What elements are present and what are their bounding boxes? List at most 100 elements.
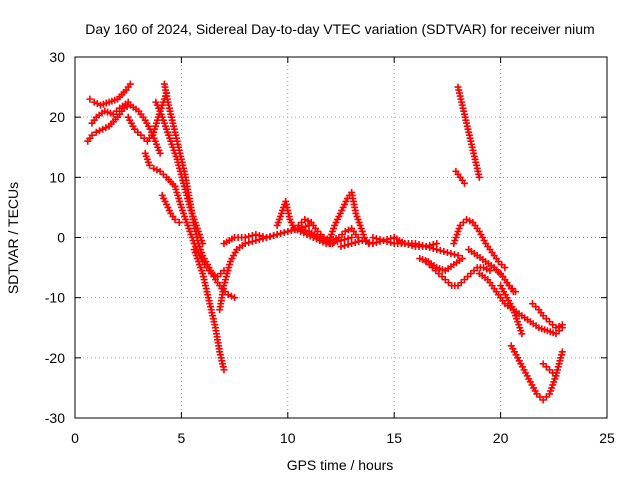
series-track-21	[450, 215, 509, 272]
data-point	[426, 242, 434, 250]
x-tick-label: 0	[71, 430, 79, 446]
data-point	[277, 229, 285, 237]
data-point	[224, 291, 232, 299]
data-point	[355, 238, 363, 246]
data-point	[558, 321, 566, 329]
tick-marks	[74, 56, 608, 419]
data-point	[369, 240, 377, 248]
data-point	[376, 236, 384, 244]
data-point	[558, 348, 566, 356]
data-point	[231, 294, 239, 302]
data-point	[284, 227, 292, 235]
data-point	[440, 248, 448, 256]
series-track-24	[497, 282, 526, 338]
data-point	[252, 230, 260, 238]
data-point	[447, 250, 455, 258]
series-track-13	[294, 215, 362, 245]
data-point	[344, 235, 352, 243]
data-point	[486, 267, 494, 275]
data-point	[429, 241, 437, 249]
data-point	[369, 234, 377, 241]
data-point	[273, 230, 281, 238]
x-tick-label: 20	[493, 430, 509, 446]
y-tick-label: -10	[45, 290, 65, 306]
data-point	[475, 173, 483, 181]
data-point	[301, 215, 309, 223]
data-point	[293, 226, 301, 234]
data-point	[501, 264, 509, 272]
y-tick-label: 20	[49, 109, 65, 125]
x-tick-labels: 0 5 10 15 20 25	[71, 430, 615, 446]
data-point	[263, 234, 271, 241]
data-point	[458, 255, 466, 263]
x-tick-label: 5	[178, 430, 186, 446]
data-point	[552, 324, 560, 332]
data-point	[466, 217, 474, 225]
data-point	[309, 234, 317, 241]
data-point	[443, 249, 451, 257]
data-point	[248, 238, 256, 246]
series-track-19	[454, 83, 483, 181]
x-axis-label: GPS time / hours	[287, 457, 394, 473]
series-track-9	[190, 246, 228, 374]
data-point	[433, 246, 441, 254]
series-track-16	[369, 234, 441, 251]
data-point	[422, 243, 430, 251]
data-point	[259, 232, 267, 240]
x-tick-label: 10	[280, 430, 296, 446]
data-point	[337, 243, 345, 251]
data-point	[290, 224, 298, 232]
series-track-7	[152, 98, 207, 248]
series-track-4	[124, 89, 171, 145]
data-point	[95, 127, 103, 135]
data-point	[255, 231, 263, 239]
data-point	[306, 232, 314, 240]
data-point	[126, 80, 134, 88]
series-track-20	[452, 167, 468, 187]
data-point	[348, 240, 356, 248]
data-point	[483, 265, 491, 273]
data-point	[358, 237, 366, 245]
data-point	[153, 166, 161, 174]
data-point	[86, 95, 94, 103]
data-point	[341, 242, 349, 250]
series-track-28	[497, 270, 517, 296]
data-point	[341, 236, 349, 244]
data-point	[383, 236, 391, 244]
data-point	[280, 228, 288, 236]
data-point	[266, 232, 274, 240]
data-point	[171, 215, 179, 223]
data-point	[93, 100, 101, 108]
y-tick-label: 30	[49, 49, 65, 65]
data-point	[341, 227, 349, 235]
series-track-3	[88, 98, 132, 127]
data-point	[124, 98, 132, 106]
data-point	[227, 292, 235, 300]
data-point	[348, 234, 356, 241]
data-point	[313, 235, 321, 243]
series-track-17	[422, 258, 494, 290]
y-tick-label: -20	[45, 350, 65, 366]
series-track-25	[507, 342, 560, 404]
data-point	[320, 234, 328, 241]
data-point	[351, 239, 359, 247]
data-point	[145, 161, 153, 169]
data-point	[241, 240, 249, 248]
data-point	[102, 124, 110, 132]
data-point	[90, 98, 98, 106]
y-tick-labels: -30 -20 -10 0 10 20 30	[45, 49, 65, 426]
x-tick-label: 15	[386, 430, 402, 446]
data-point	[270, 231, 278, 239]
data-point	[344, 241, 352, 249]
data-point	[241, 234, 249, 241]
data-point	[460, 179, 468, 187]
data-point	[303, 230, 311, 238]
data-point	[316, 237, 324, 245]
data-point	[518, 330, 526, 338]
data-point	[99, 125, 107, 133]
y-tick-label: -30	[45, 410, 65, 426]
data-point	[436, 247, 444, 255]
data-point	[323, 235, 331, 243]
series-track-11	[220, 224, 356, 248]
